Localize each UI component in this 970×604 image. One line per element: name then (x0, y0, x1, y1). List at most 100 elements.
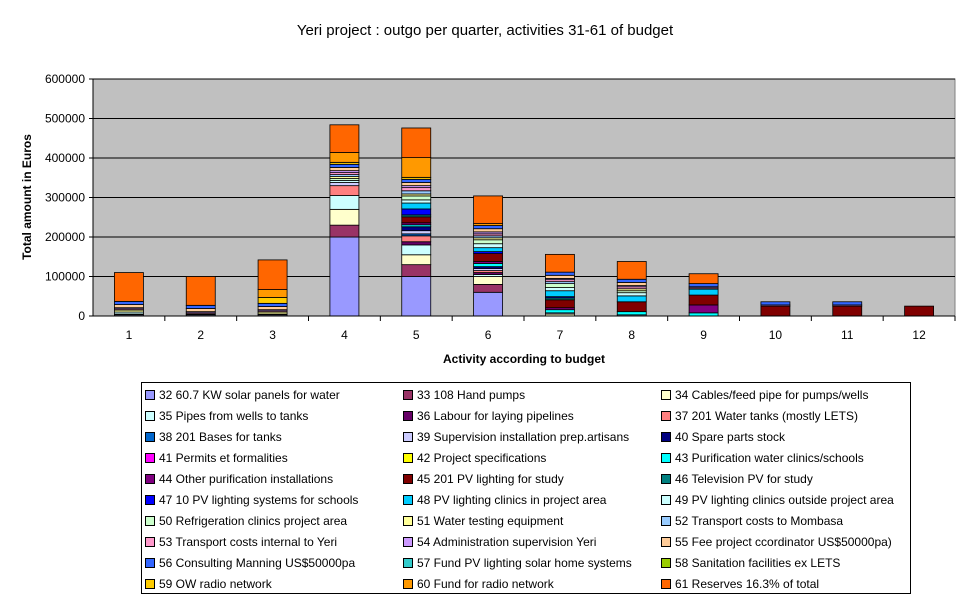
bar-segment (473, 276, 503, 285)
bar-segment (545, 309, 575, 314)
legend-item: 46 Television PV for study (661, 468, 913, 489)
legend-item: 42 Project specifications (403, 447, 661, 468)
legend-item: 51 Water testing equipment (403, 510, 661, 531)
bar-segment (545, 287, 575, 292)
legend-swatch (145, 494, 155, 505)
legend-item: 55 Fee project ccordinator US$50000pa) (661, 531, 913, 552)
x-tick-label: 6 (485, 328, 492, 342)
legend-item: 32 60.7 KW solar panels for water (145, 384, 403, 405)
bar-segment (473, 239, 503, 245)
bar-segment (616, 311, 647, 316)
legend-swatch (145, 515, 155, 526)
x-tick-label: 7 (557, 328, 564, 342)
y-axis-label: Total amount in Euros (20, 134, 34, 260)
legend-swatch (145, 452, 155, 463)
bar-segment (114, 300, 144, 305)
legend-swatch (661, 515, 671, 526)
bar-segment (401, 226, 432, 232)
bar-segment (401, 235, 432, 243)
legend-label: 47 10 PV lighting systems for schools (159, 492, 359, 507)
bar-segment (257, 306, 288, 311)
bar-segment (473, 195, 503, 224)
bar-segment (473, 263, 503, 268)
legend-swatch (145, 431, 155, 442)
legend-label: 49 PV lighting clinics outside project a… (675, 492, 894, 507)
x-tick-label: 2 (197, 328, 204, 342)
legend-item: 61 Reserves 16.3% of total (661, 573, 913, 594)
legend-item: 60 Fund for radio network (403, 573, 661, 594)
legend-item: 36 Labour for laying pipelines (403, 405, 661, 426)
legend-item: 45 201 PV lighting for study (403, 468, 661, 489)
bar-segment (329, 195, 360, 210)
bar-segment (329, 182, 360, 187)
y-tick-label: 0 (78, 309, 85, 323)
legend-item: 39 Supervision installation prep.artisan… (403, 426, 661, 447)
bar-segment (401, 244, 432, 256)
x-tick-label: 1 (126, 328, 133, 342)
legend-swatch (403, 431, 413, 442)
x-tick-label: 5 (413, 328, 420, 342)
legend-label: 57 Fund PV lighting solar home systems (417, 555, 632, 570)
legend-label: 50 Refrigeration clinics project area (159, 513, 348, 528)
bar-segment (401, 276, 432, 317)
legend-label: 35 Pipes from wells to tanks (159, 408, 309, 423)
legend-swatch (403, 494, 413, 505)
bar-segment (401, 264, 432, 277)
bar-segment (329, 167, 360, 172)
legend-label: 40 Spare parts stock (675, 429, 786, 444)
x-tick-label: 12 (912, 328, 926, 342)
legend: 32 60.7 KW solar panels for water 33 108 … (141, 382, 911, 594)
legend-swatch (661, 536, 671, 547)
bar-segment (401, 254, 432, 266)
legend-label: 41 Permits et formalities (159, 450, 288, 465)
bar-segment (688, 288, 719, 296)
bar-segment (616, 282, 647, 286)
bar-segment (832, 305, 863, 317)
bar-segment (329, 163, 360, 168)
legend-label: 43 Purification water clinics/schools (675, 450, 864, 465)
bar-segment (545, 299, 575, 309)
legend-label: 44 Other purification installations (159, 471, 334, 486)
legend-label: 36 Labour for laying pipelines (417, 408, 574, 423)
bar-segment (473, 247, 503, 253)
legend-label: 56 Consulting Manning US$50000pa (159, 555, 356, 570)
bar-segment (401, 216, 432, 224)
bar-segment (616, 278, 647, 283)
legend-swatch (145, 557, 155, 568)
legend-swatch (403, 410, 413, 421)
legend-swatch (403, 578, 413, 589)
bar-segment (473, 283, 503, 293)
bar-segment (401, 208, 432, 216)
y-tick-label: 400000 (45, 151, 85, 165)
legend-swatch (661, 452, 671, 463)
bar-segment (760, 305, 791, 317)
legend-item: 49 PV lighting clinics outside project a… (661, 489, 913, 510)
x-tick-label: 4 (341, 328, 348, 342)
legend-swatch (661, 410, 671, 421)
bar-segment (401, 178, 432, 183)
legend-swatch (403, 473, 413, 484)
bar-segment (257, 259, 288, 290)
bar-segment (616, 292, 647, 297)
bar-segment (185, 304, 216, 309)
legend-swatch (403, 557, 413, 568)
legend-label: 51 Water testing equipment (417, 513, 564, 528)
bar-segment (688, 304, 719, 314)
legend-label: 61 Reserves 16.3% of total (675, 576, 820, 591)
legend-label: 33 108 Hand pumps (417, 387, 526, 402)
legend-swatch (403, 536, 413, 547)
legend-label: 46 Television PV for study (675, 471, 813, 486)
legend-swatch (661, 431, 671, 442)
legend-swatch (145, 578, 155, 589)
bar-segment (401, 241, 432, 246)
legend-swatch (661, 578, 671, 589)
bar-segment (257, 297, 288, 304)
bar-segment (401, 195, 432, 201)
legend-item: 34 Cables/feed pipe for pumps/wells (661, 384, 913, 405)
legend-swatch (145, 536, 155, 547)
bar-segment (185, 276, 216, 306)
y-tick-label: 100000 (45, 270, 85, 284)
bar-segment (401, 190, 432, 195)
bar-segment (401, 182, 432, 187)
